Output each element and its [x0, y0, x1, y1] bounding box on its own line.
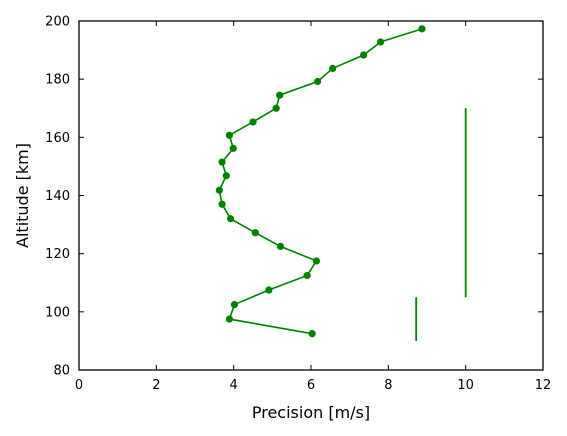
data-point — [218, 200, 226, 208]
data-point — [249, 118, 257, 126]
y-tick-label: 120 — [45, 247, 70, 262]
data-point — [265, 286, 273, 294]
ticks-layer: 0 2 4 6 8 10 12 80 100 120 140 160 180 200 — [45, 15, 551, 394]
data-point — [359, 51, 368, 59]
x-tick-label: 6 — [307, 378, 315, 393]
x-tick-label: 12 — [535, 378, 552, 393]
x-tick-label: 2 — [152, 378, 160, 393]
x-tick-label: 0 — [75, 378, 83, 393]
data-point — [303, 271, 311, 280]
x-tick-label: 4 — [230, 378, 238, 393]
data-point — [218, 158, 226, 166]
x-tick-label: 10 — [457, 378, 474, 393]
data-point — [418, 25, 426, 33]
data-point — [313, 77, 322, 86]
data-point — [276, 242, 285, 250]
y-tick-label: 80 — [53, 364, 70, 379]
data-point — [222, 172, 230, 180]
data-point — [276, 91, 284, 99]
data-point — [229, 144, 237, 152]
data-point — [225, 131, 234, 139]
data-point — [312, 257, 321, 265]
y-axis-label: Altitude [km] — [13, 143, 32, 248]
y-tick-label: 140 — [45, 189, 70, 204]
plot-frame — [78, 20, 544, 371]
y-tick-label: 100 — [45, 305, 70, 320]
y-tick-label: 180 — [45, 73, 70, 88]
data-point — [251, 229, 259, 237]
x-axis-label: Precision [m/s] — [252, 403, 370, 422]
data-point — [308, 330, 316, 338]
data-layer — [215, 25, 467, 341]
data-point — [215, 186, 223, 194]
x-tick-label: 8 — [384, 378, 392, 393]
data-point — [329, 64, 337, 73]
y-tick-label: 200 — [45, 15, 70, 30]
data-point — [225, 315, 234, 323]
data-point — [272, 104, 280, 112]
y-tick-label: 160 — [45, 131, 70, 146]
data-point — [226, 215, 235, 223]
data-point — [230, 300, 239, 309]
series-line — [218, 28, 423, 335]
data-point — [377, 38, 385, 46]
